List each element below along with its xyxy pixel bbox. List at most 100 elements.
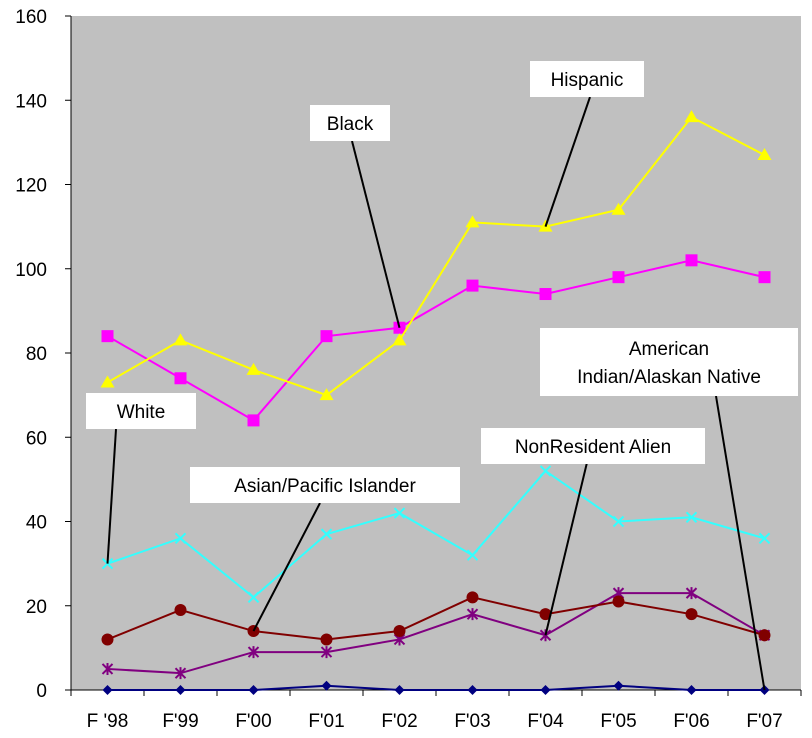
data-point (101, 662, 114, 675)
x-tick-label: F'06 (673, 711, 709, 732)
data-point (100, 375, 115, 388)
data-point (393, 625, 406, 638)
y-tick-label: 80 (26, 344, 47, 365)
callout-label: American (629, 339, 709, 360)
callout-label: Asian/Pacific Islander (234, 476, 416, 497)
data-point (612, 515, 625, 528)
data-point (467, 685, 478, 695)
data-point (466, 549, 479, 561)
y-tick-label: 120 (15, 176, 47, 197)
series-line (107, 684, 765, 691)
data-point (320, 646, 333, 659)
data-point (174, 603, 187, 616)
callout: NonResident Alien (481, 428, 705, 636)
data-point (613, 680, 624, 691)
data-point (101, 330, 114, 343)
data-point (686, 685, 697, 695)
y-tick-label: 160 (15, 7, 47, 28)
callout-layer: Hispanic Black White Asian/Pacific Islander… (86, 61, 798, 691)
series-line (107, 596, 765, 641)
callout: Hispanic (530, 61, 644, 227)
callout-leader-line (715, 395, 766, 691)
callout-leader-line (544, 449, 591, 636)
data-point (684, 110, 699, 123)
callout-label: Hispanic (551, 70, 624, 91)
series-hispanic (100, 110, 772, 401)
x-tick-label: F'04 (527, 711, 564, 732)
data-point (685, 511, 698, 523)
data-point (539, 608, 552, 621)
data-point (392, 333, 407, 346)
data-point (611, 202, 626, 215)
series-black (101, 254, 771, 427)
axes: 0 20 40 60 80 100 120 140 160 F '98 F'99 F'00 F'01 F'… (15, 7, 802, 732)
data-point (173, 333, 188, 346)
data-point (320, 330, 333, 343)
y-tick-label: 40 (26, 513, 47, 534)
data-point (466, 608, 479, 621)
data-point (102, 685, 113, 695)
data-point (101, 633, 114, 646)
data-point (758, 629, 771, 642)
x-tick-label: F'02 (381, 711, 417, 732)
callout: Asian/Pacific Islander (190, 467, 460, 632)
data-point (685, 587, 698, 600)
data-point (466, 279, 479, 292)
callout-box (310, 105, 390, 141)
data-point (540, 685, 551, 695)
callout-box (86, 393, 196, 429)
callout-label: NonResident Alien (515, 437, 671, 458)
data-point (246, 362, 261, 375)
x-tick-label: F'03 (454, 711, 490, 732)
data-point (247, 646, 260, 659)
data-point (247, 591, 260, 604)
data-point (757, 148, 772, 161)
data-point (174, 667, 187, 680)
x-tick-label: F'99 (162, 711, 198, 732)
series-line (107, 259, 765, 422)
callout: American Indian/Alaskan Native (540, 328, 798, 691)
callout: Black (310, 105, 401, 328)
callout-label: Indian/Alaskan Native (577, 367, 761, 388)
callout-leader-line (351, 140, 401, 328)
data-point (539, 288, 552, 301)
callout-box (530, 61, 644, 97)
callout-label: Black (327, 114, 374, 135)
series-line (107, 115, 765, 397)
callout-label: White (117, 402, 166, 423)
y-tick-label: 0 (36, 681, 47, 702)
data-point (612, 595, 625, 608)
callout-box (540, 328, 798, 396)
series-layer (100, 110, 772, 695)
y-tick-label: 140 (15, 91, 47, 112)
y-tick-label: 60 (26, 428, 47, 449)
data-point (685, 608, 698, 621)
y-tick-label: 100 (15, 260, 47, 281)
series-line (107, 469, 765, 599)
callout: White (86, 393, 196, 564)
x-tick-label: F'07 (746, 711, 782, 732)
callout-leader-line (106, 428, 117, 564)
callout-leader-line (544, 96, 591, 227)
data-point (685, 254, 698, 267)
data-point (758, 271, 771, 284)
data-point (175, 685, 186, 695)
series-line (107, 592, 765, 675)
data-point (174, 532, 187, 545)
callout-box (481, 428, 705, 464)
x-tick-label: F '98 (87, 711, 129, 732)
data-point (758, 532, 771, 545)
series-american-indian-alaskan-native (102, 680, 770, 695)
data-point (321, 680, 332, 691)
data-point (320, 633, 333, 646)
data-point (319, 388, 334, 401)
data-point (612, 271, 625, 284)
data-point (465, 215, 480, 228)
data-point (466, 591, 479, 604)
data-point (393, 507, 406, 519)
x-tick-label: F'01 (308, 711, 344, 732)
data-point (539, 465, 552, 477)
x-tick-label: F'00 (235, 711, 271, 732)
y-tick-label: 20 (26, 597, 47, 618)
